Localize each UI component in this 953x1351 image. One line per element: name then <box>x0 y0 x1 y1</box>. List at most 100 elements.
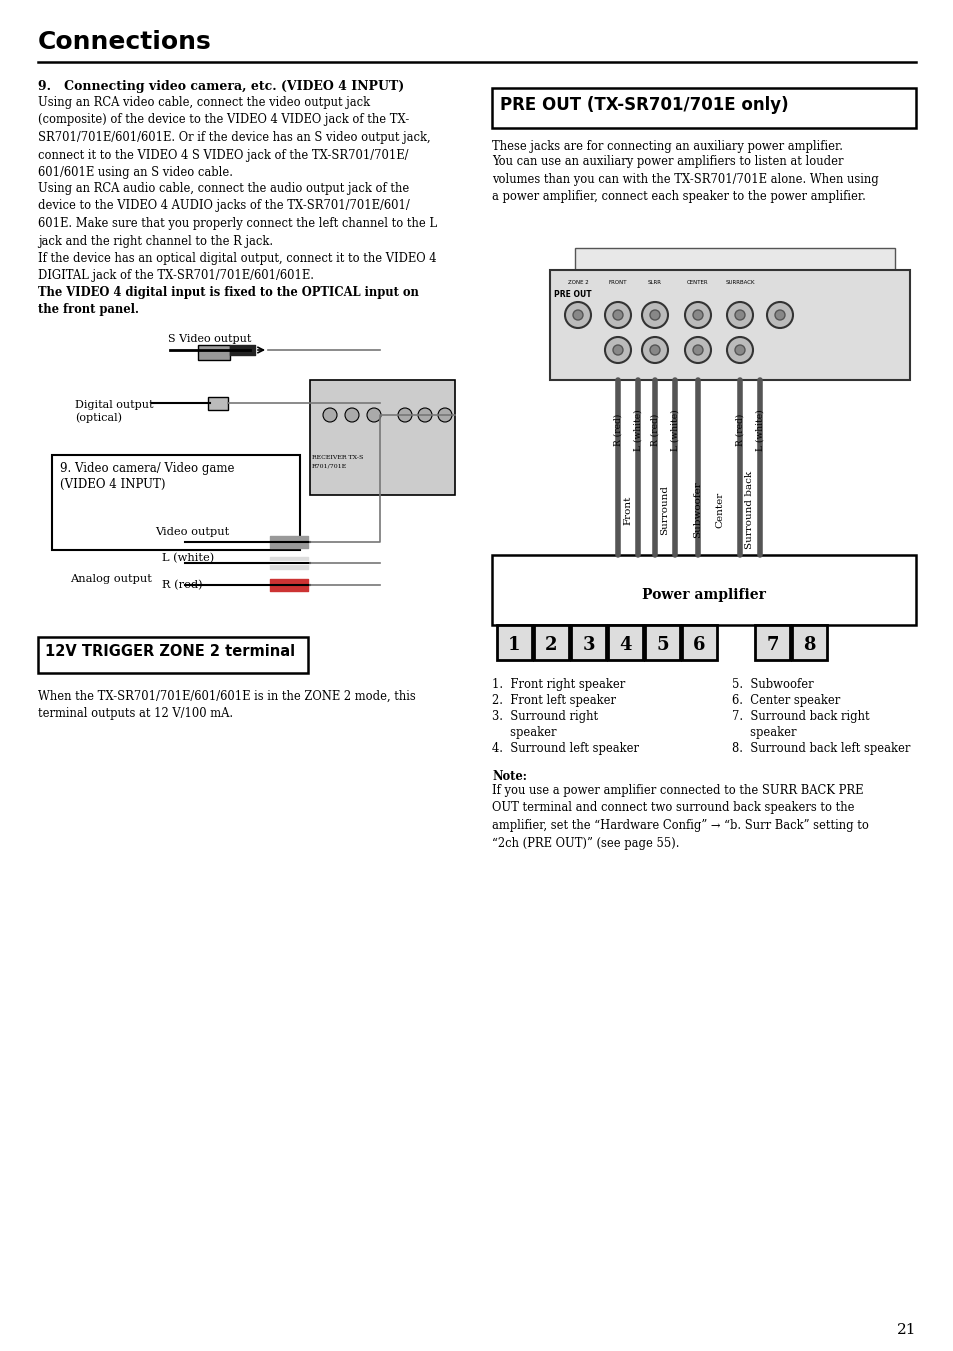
Text: Surround: Surround <box>659 485 669 535</box>
Circle shape <box>345 408 358 422</box>
Text: 21: 21 <box>896 1323 915 1337</box>
Text: L (white): L (white) <box>755 409 763 451</box>
Text: L (white): L (white) <box>162 553 214 563</box>
Text: PRE OUT: PRE OUT <box>554 290 591 299</box>
FancyBboxPatch shape <box>571 626 605 661</box>
Text: 5.  Subwoofer: 5. Subwoofer <box>731 678 813 690</box>
FancyBboxPatch shape <box>492 555 915 626</box>
Circle shape <box>684 336 710 363</box>
Text: speaker: speaker <box>731 725 796 739</box>
Text: 3: 3 <box>581 635 594 654</box>
Circle shape <box>684 303 710 328</box>
Text: Front: Front <box>623 496 632 524</box>
Circle shape <box>641 303 667 328</box>
Circle shape <box>774 309 784 320</box>
Circle shape <box>641 336 667 363</box>
Text: 8: 8 <box>802 635 815 654</box>
Text: RECEIVER TX-S: RECEIVER TX-S <box>312 455 363 459</box>
Circle shape <box>397 408 412 422</box>
Circle shape <box>613 309 622 320</box>
FancyBboxPatch shape <box>754 626 789 661</box>
Circle shape <box>417 408 432 422</box>
Text: Digital output
(optical): Digital output (optical) <box>75 400 153 423</box>
Circle shape <box>692 345 702 355</box>
Text: Using an RCA video cable, connect the video output jack
(composite) of the devic: Using an RCA video cable, connect the vi… <box>38 96 430 178</box>
Circle shape <box>437 408 452 422</box>
Text: 7.  Surround back right: 7. Surround back right <box>731 711 869 723</box>
Circle shape <box>726 336 752 363</box>
Text: 9. Video camera/ Video game
(VIDEO 4 INPUT): 9. Video camera/ Video game (VIDEO 4 INP… <box>60 462 234 490</box>
Text: 8.  Surround back left speaker: 8. Surround back left speaker <box>731 742 909 755</box>
Text: Surround back: Surround back <box>744 471 754 549</box>
Text: 5: 5 <box>656 635 668 654</box>
Circle shape <box>649 345 659 355</box>
Text: Center: Center <box>715 492 723 528</box>
FancyBboxPatch shape <box>791 626 826 661</box>
FancyBboxPatch shape <box>534 626 568 661</box>
Text: speaker: speaker <box>492 725 556 739</box>
Text: Analog output: Analog output <box>70 574 152 584</box>
Text: These jacks are for connecting an auxiliary power amplifier.: These jacks are for connecting an auxili… <box>492 141 842 153</box>
Text: 2.  Front left speaker: 2. Front left speaker <box>492 694 616 707</box>
Text: Using an RCA audio cable, connect the audio output jack of the
device to the VID: Using an RCA audio cable, connect the au… <box>38 182 436 247</box>
Circle shape <box>734 345 744 355</box>
Text: CENTER: CENTER <box>686 280 708 285</box>
Circle shape <box>649 309 659 320</box>
Circle shape <box>613 345 622 355</box>
FancyBboxPatch shape <box>208 397 228 409</box>
Text: R (red): R (red) <box>650 413 659 446</box>
Text: Subwoofer: Subwoofer <box>693 481 701 539</box>
FancyBboxPatch shape <box>492 88 915 128</box>
Text: 4: 4 <box>618 635 631 654</box>
Text: FRONT: FRONT <box>608 280 626 285</box>
Text: R (red): R (red) <box>162 580 202 590</box>
Circle shape <box>734 309 744 320</box>
FancyBboxPatch shape <box>310 380 455 494</box>
Circle shape <box>604 336 630 363</box>
Text: L (white): L (white) <box>633 409 641 451</box>
Circle shape <box>766 303 792 328</box>
Circle shape <box>323 408 336 422</box>
Text: 2: 2 <box>545 635 558 654</box>
Text: SLRR: SLRR <box>647 280 661 285</box>
Circle shape <box>726 303 752 328</box>
Text: 6: 6 <box>693 635 705 654</box>
Text: ZONE 2: ZONE 2 <box>567 280 588 285</box>
Text: S Video output: S Video output <box>168 334 251 345</box>
Text: 1.  Front right speaker: 1. Front right speaker <box>492 678 624 690</box>
Text: L (white): L (white) <box>670 409 679 451</box>
Text: 4.  Surround left speaker: 4. Surround left speaker <box>492 742 639 755</box>
Text: 6.  Center speaker: 6. Center speaker <box>731 694 840 707</box>
Text: R701/701E: R701/701E <box>312 463 347 467</box>
Text: 1: 1 <box>508 635 520 654</box>
Text: Video output: Video output <box>154 527 229 536</box>
Text: 12V TRIGGER ZONE 2 terminal: 12V TRIGGER ZONE 2 terminal <box>45 644 294 659</box>
FancyBboxPatch shape <box>550 270 909 380</box>
Text: SURRBACK: SURRBACK <box>724 280 754 285</box>
FancyBboxPatch shape <box>575 249 894 308</box>
Text: Note:: Note: <box>492 770 526 784</box>
Text: Connections: Connections <box>38 30 212 54</box>
Text: 7: 7 <box>765 635 778 654</box>
FancyBboxPatch shape <box>681 626 717 661</box>
Circle shape <box>573 309 582 320</box>
FancyBboxPatch shape <box>38 638 308 673</box>
FancyBboxPatch shape <box>607 626 642 661</box>
Text: R (red): R (red) <box>735 413 743 446</box>
FancyBboxPatch shape <box>52 455 299 550</box>
Text: You can use an auxiliary power amplifiers to listen at louder
volumes than you c: You can use an auxiliary power amplifier… <box>492 155 878 203</box>
Text: R (red): R (red) <box>613 413 622 446</box>
Text: 9.   Connecting video camera, etc. (VIDEO 4 INPUT): 9. Connecting video camera, etc. (VIDEO … <box>38 80 404 93</box>
Text: If the device has an optical digital output, connect it to the VIDEO 4
DIGITAL j: If the device has an optical digital out… <box>38 253 436 282</box>
Circle shape <box>692 309 702 320</box>
Circle shape <box>564 303 590 328</box>
Text: Power amplifier: Power amplifier <box>641 588 765 603</box>
Text: When the TX-SR701/701E/601/601E is in the ZONE 2 mode, this
terminal outputs at : When the TX-SR701/701E/601/601E is in th… <box>38 690 416 720</box>
Text: The VIDEO 4 digital input is fixed to the OPTICAL input on
the front panel.: The VIDEO 4 digital input is fixed to th… <box>38 286 418 316</box>
Circle shape <box>604 303 630 328</box>
FancyBboxPatch shape <box>644 626 679 661</box>
Circle shape <box>367 408 380 422</box>
Text: PRE OUT (TX-SR701/701E only): PRE OUT (TX-SR701/701E only) <box>499 96 788 113</box>
FancyBboxPatch shape <box>198 345 230 359</box>
FancyBboxPatch shape <box>497 626 532 661</box>
